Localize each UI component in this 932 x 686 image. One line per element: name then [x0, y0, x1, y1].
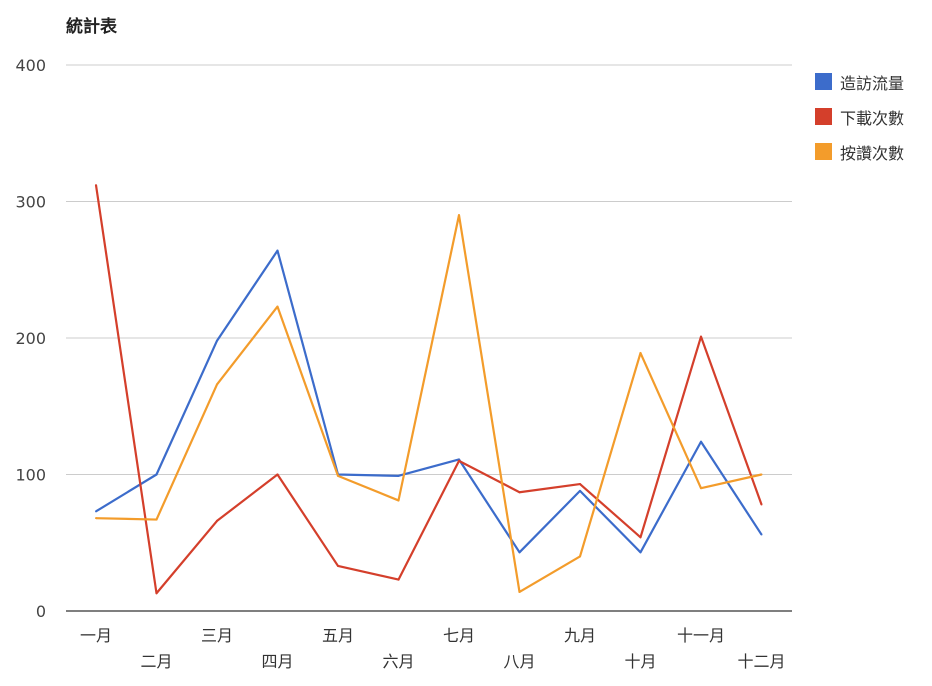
data-point	[337, 564, 339, 567]
series-line-0	[95, 249, 763, 554]
data-point	[518, 551, 521, 554]
data-point	[760, 503, 763, 506]
series-line-2	[95, 214, 762, 593]
x-tick-label: 十二月	[737, 652, 785, 671]
data-point	[155, 518, 158, 521]
data-point	[458, 459, 460, 462]
x-tick-label: 九月	[564, 626, 596, 645]
legend-item: 按讚次數	[815, 134, 904, 169]
legend-swatch	[815, 108, 832, 125]
x-tick-label: 四月	[261, 652, 293, 671]
data-point	[760, 473, 763, 476]
legend-item: 造訪流量	[815, 64, 904, 99]
x-tick-label: 一月	[80, 626, 112, 645]
legend-item: 下載次數	[815, 99, 904, 134]
data-point	[276, 473, 279, 476]
data-point	[639, 551, 642, 554]
data-point	[458, 214, 460, 217]
legend-label: 造訪流量	[840, 73, 905, 93]
x-tick-label: 八月	[503, 652, 535, 671]
data-point	[700, 487, 702, 490]
x-tick-label: 六月	[382, 652, 414, 671]
data-point	[276, 249, 279, 252]
x-tick-label: 十月	[624, 652, 656, 671]
data-point	[579, 555, 581, 558]
data-point	[579, 483, 581, 486]
y-tick-label: 300	[15, 193, 46, 212]
data-point	[155, 473, 158, 476]
data-point	[700, 440, 702, 443]
data-point	[760, 533, 763, 536]
data-point	[518, 491, 521, 494]
y-tick-label: 0	[36, 602, 46, 621]
legend: 造訪流量下載次數按讚次數	[815, 64, 904, 169]
data-point	[397, 499, 400, 502]
data-point	[95, 184, 97, 187]
data-point	[639, 352, 642, 355]
x-tick-label: 十一月	[677, 626, 725, 645]
chart-title: 統計表	[66, 17, 117, 37]
data-point	[397, 578, 400, 581]
x-tick-label: 五月	[322, 626, 354, 645]
data-point	[639, 536, 642, 539]
data-point	[276, 305, 279, 308]
legend-label: 下載次數	[840, 108, 905, 128]
data-point	[337, 474, 339, 477]
data-point	[579, 489, 581, 492]
legend-swatch	[815, 73, 832, 90]
data-point	[700, 335, 702, 338]
y-tick-label: 400	[15, 56, 46, 75]
y-tick-label: 200	[15, 329, 46, 348]
x-tick-label: 三月	[201, 626, 233, 645]
data-point	[216, 339, 218, 342]
x-tick-label: 七月	[443, 626, 475, 645]
data-point	[95, 510, 97, 513]
data-point	[216, 519, 218, 522]
x-tick-label: 二月	[140, 652, 172, 671]
series-line-1	[94, 184, 763, 595]
legend-swatch	[815, 143, 832, 160]
data-point	[216, 383, 218, 386]
legend-label: 按讚次數	[840, 143, 905, 163]
data-point	[155, 592, 158, 595]
data-point	[397, 474, 400, 477]
data-point	[518, 590, 521, 593]
y-tick-label: 100	[15, 466, 46, 485]
data-point	[95, 517, 97, 520]
